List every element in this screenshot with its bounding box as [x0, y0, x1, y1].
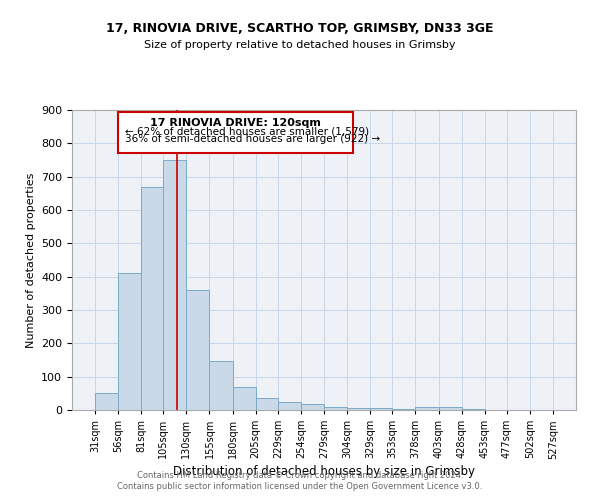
Bar	[370, 408, 392, 410]
Text: Contains public sector information licensed under the Open Government Licence v3: Contains public sector information licen…	[118, 482, 482, 491]
X-axis label: Distribution of detached houses by size in Grimsby: Distribution of detached houses by size …	[173, 466, 475, 478]
FancyBboxPatch shape	[118, 112, 353, 154]
Bar	[301, 404, 324, 410]
Text: ← 62% of detached houses are smaller (1,579): ← 62% of detached houses are smaller (1,…	[125, 126, 370, 136]
Y-axis label: Number of detached properties: Number of detached properties	[26, 172, 35, 348]
Bar	[187, 290, 209, 410]
Text: 36% of semi-detached houses are larger (922) →: 36% of semi-detached houses are larger (…	[125, 134, 380, 144]
Bar	[118, 274, 141, 410]
Bar	[141, 186, 163, 410]
Bar	[324, 406, 347, 410]
Bar	[439, 408, 461, 410]
Bar	[278, 402, 301, 410]
Bar	[233, 386, 256, 410]
Bar	[347, 408, 370, 410]
Bar	[95, 394, 118, 410]
Bar	[163, 160, 187, 410]
Text: 17, RINOVIA DRIVE, SCARTHO TOP, GRIMSBY, DN33 3GE: 17, RINOVIA DRIVE, SCARTHO TOP, GRIMSBY,…	[106, 22, 494, 36]
Text: 17 RINOVIA DRIVE: 120sqm: 17 RINOVIA DRIVE: 120sqm	[150, 118, 321, 128]
Bar	[209, 360, 233, 410]
Text: Contains HM Land Registry data © Crown copyright and database right 2024.: Contains HM Land Registry data © Crown c…	[137, 471, 463, 480]
Bar	[415, 408, 439, 410]
Bar	[256, 398, 278, 410]
Text: Size of property relative to detached houses in Grimsby: Size of property relative to detached ho…	[144, 40, 456, 50]
